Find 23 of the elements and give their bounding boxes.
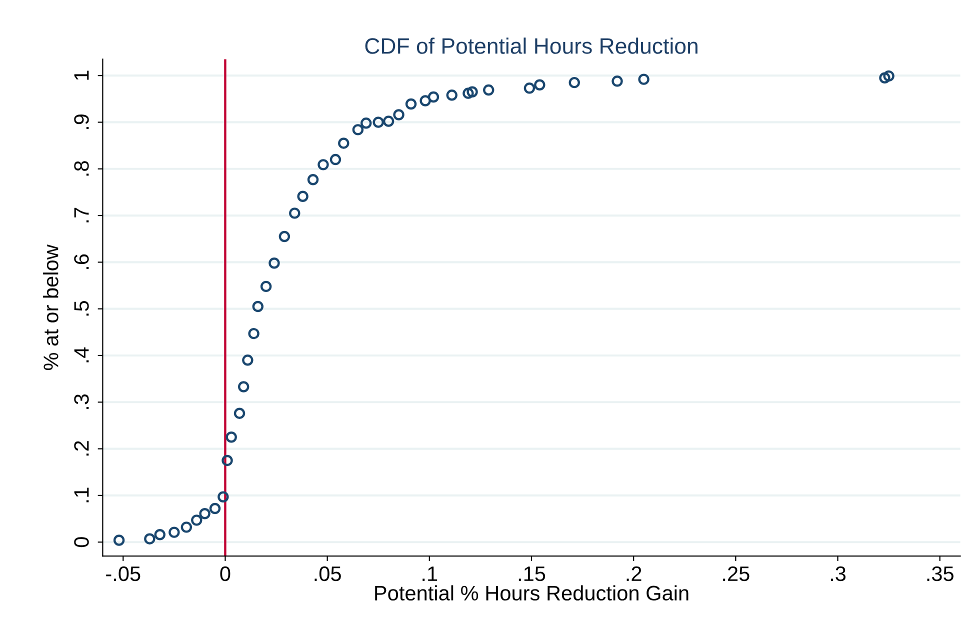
x-tick-label: .15 [518,566,546,582]
y-tick-label: .6 [74,254,89,269]
y-tick-label: .4 [74,347,89,362]
x-tick-label: .1 [422,566,438,581]
y-tick-label: .8 [74,161,89,176]
y-tick-label: .5 [74,301,89,316]
x-tick-label: .2 [626,566,642,581]
y-tick-label: 0 [74,537,89,548]
y-tick-label: .7 [74,208,89,222]
chart-title: CDF of Potential Hours Reduction [365,38,698,54]
x-tick-label: -.05 [106,566,140,582]
y-tick-label: .3 [74,394,89,409]
y-axis-title: % at or below [43,244,58,370]
x-tick-label: 0 [220,566,230,582]
x-tick-label: .25 [723,566,750,582]
y-tick-label: 1 [74,70,89,80]
x-tick-label: .3 [830,566,846,582]
y-tick-label: .1 [74,488,89,502]
y-tick-label: .2 [74,441,89,456]
x-tick-label: .35 [927,566,954,582]
x-tick-label: .05 [314,566,341,582]
y-tick-label: .9 [74,114,89,130]
x-axis-title: Potential % Hours Reduction Gain [375,585,688,601]
